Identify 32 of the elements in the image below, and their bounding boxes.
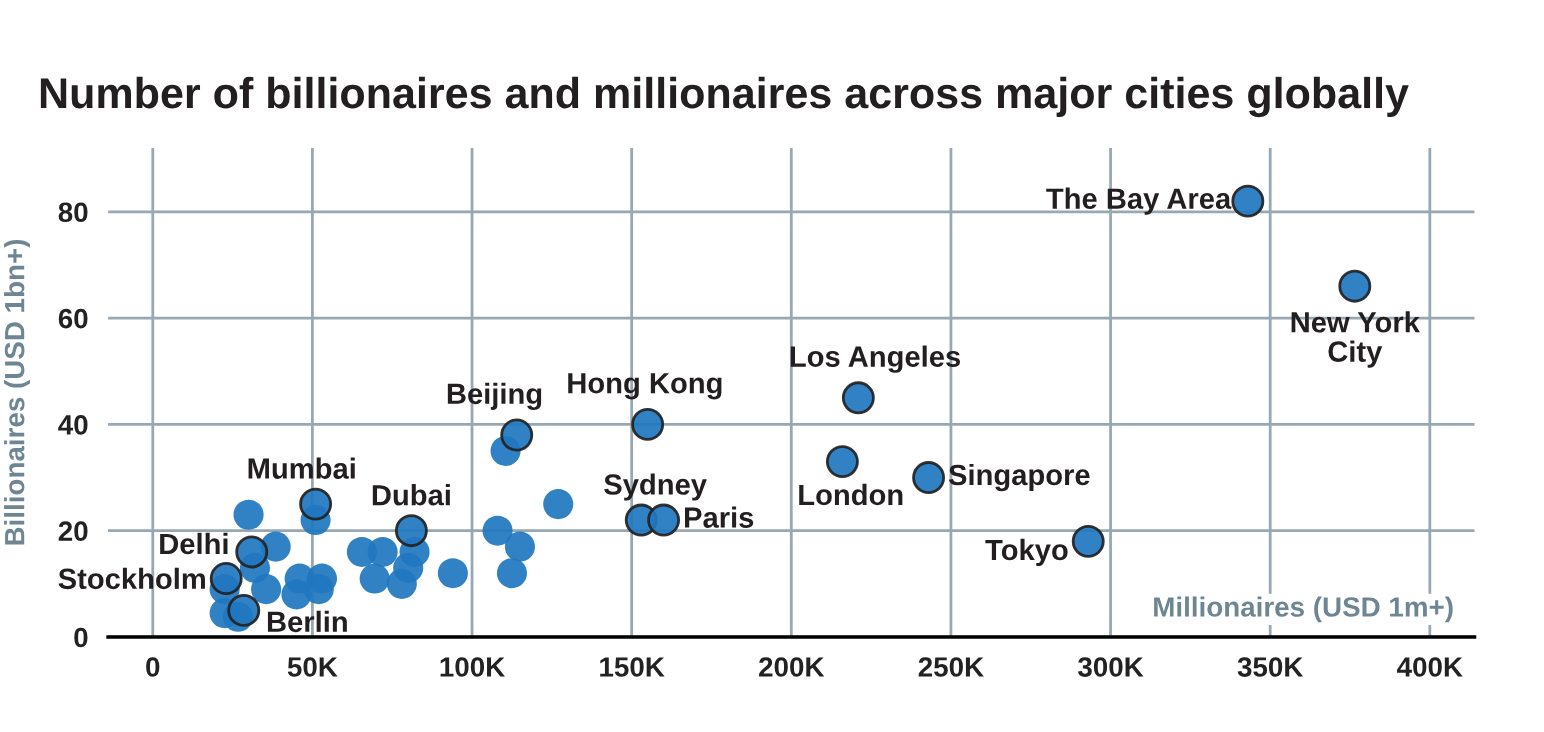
x-tick-label: 0 — [146, 657, 160, 677]
annotation: London — [799, 483, 903, 506]
annotation: Beijing — [447, 382, 542, 411]
annotation: New York City — [1291, 311, 1420, 368]
y-tick-label: 80 — [58, 202, 88, 223]
annotation: The Bay Area — [1046, 187, 1232, 215]
x-tick-label: 200K — [759, 657, 825, 677]
x-tick-label: 250K — [918, 657, 984, 677]
x-tick-label: 50K — [287, 657, 338, 677]
x-tick-label: 350K — [1237, 657, 1304, 677]
annotation: Sydney — [604, 473, 707, 501]
x-tick-label: 400K — [1397, 657, 1463, 677]
x-tick-label: 300K — [1078, 657, 1144, 677]
annotation: Berlin — [267, 610, 347, 633]
x-tick-label: 100K — [440, 657, 505, 677]
y-axis-title: Billionaires (USD 1bn+) — [4, 239, 30, 545]
annotation: Hong Kong — [568, 373, 722, 400]
annotation: Singapore — [948, 463, 1090, 492]
y-tick-label: 20 — [58, 521, 88, 542]
annotation: Tokyo — [985, 538, 1068, 567]
annotation: Los Angeles — [790, 345, 960, 373]
chart-title: Number of billionaires and millionaires across major cities globally — [40, 76, 1409, 118]
annotation: Mumbai — [248, 457, 355, 479]
annotation: Paris — [684, 506, 754, 528]
x-tick-label: 150K — [600, 657, 665, 677]
annotation: Dubai — [372, 484, 450, 506]
y-tick-label: 0 — [74, 627, 88, 648]
annotation: Stockholm — [58, 567, 205, 590]
y-tick-label: 60 — [58, 308, 88, 329]
x-axis-title: Millionaires (USD 1m+) — [1154, 596, 1453, 623]
annotation: Delhi — [160, 532, 228, 555]
y-tick-label: 40 — [58, 415, 88, 435]
